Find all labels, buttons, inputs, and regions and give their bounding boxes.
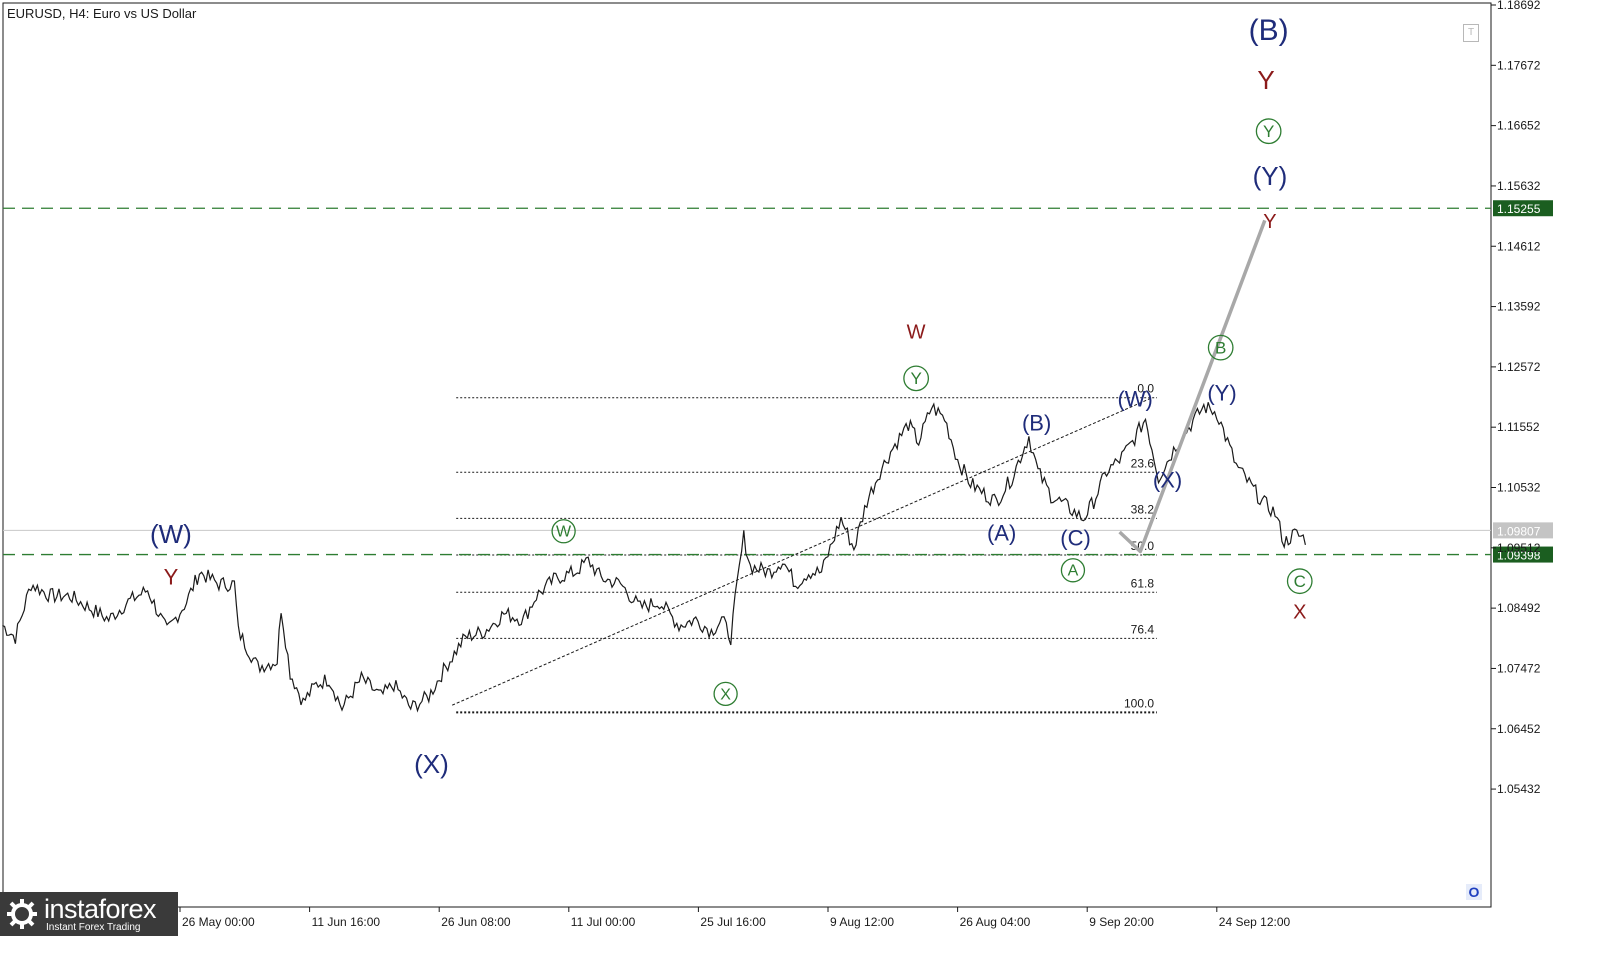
- zoom-toggle-button[interactable]: O: [1466, 884, 1482, 900]
- price-badge: [1493, 522, 1553, 539]
- x-tick-label: 26 May 00:00: [182, 915, 255, 929]
- y-tick-label: 1.11552: [1497, 420, 1540, 434]
- y-tick-label: 1.15632: [1497, 179, 1541, 193]
- y-tick-label: 1.12572: [1497, 360, 1541, 374]
- fib-level-label: 61.8: [1131, 576, 1155, 590]
- y-axis: 1.18692 1.17672 1.16652 1.15632 1.14612 1.135…: [1491, 0, 1541, 796]
- y-tick-label: 1.14612: [1497, 239, 1541, 253]
- wave-label: (B): [1249, 14, 1289, 47]
- x-tick-label: 26 Aug 04:00: [960, 915, 1031, 929]
- projection-path: [1118, 219, 1267, 554]
- y-tick-label: 1.17672: [1497, 58, 1541, 72]
- x-tick-label: 11 Jul 00:00: [571, 915, 636, 929]
- wave-label: (W): [1117, 387, 1152, 412]
- y-tick-label: 1.09512: [1497, 541, 1541, 555]
- wave-label-circle: [1255, 118, 1282, 145]
- wave-label: (A): [987, 520, 1016, 545]
- wave-label: W: [907, 322, 926, 344]
- price-badge: [1493, 546, 1553, 563]
- y-tick-label: 1.07472: [1497, 661, 1541, 675]
- x-tick-label: 26 Jun 08:00: [441, 915, 511, 929]
- wave-label-circle: [1060, 558, 1086, 583]
- chart-corner-button[interactable]: T: [1463, 24, 1479, 42]
- price-line: [2, 402, 1306, 713]
- price-badge: [1493, 200, 1553, 217]
- y-tick-label: 1.10532: [1497, 481, 1541, 495]
- wave-label: (B): [1022, 410, 1051, 435]
- wave-label: Y: [910, 369, 921, 388]
- y-tick-label: 1.13592: [1497, 300, 1541, 314]
- trend-line: [451, 397, 1153, 706]
- wave-label: (X): [1153, 468, 1182, 493]
- logo-tagline: Instant Forex Trading: [46, 922, 141, 933]
- wave-label-circle: [713, 681, 738, 707]
- wave-label: A: [1068, 563, 1079, 580]
- wave-label: B: [1215, 338, 1226, 357]
- price-badge-label: 1.09807: [1497, 524, 1541, 538]
- wave-label: Y: [1257, 65, 1274, 95]
- wave-label: W: [556, 524, 572, 541]
- gear-logo-icon: [7, 899, 37, 929]
- brand-logo: instaforex Instant Forex Trading: [0, 892, 178, 936]
- x-tick-label: 25 Jul 16:00: [700, 915, 766, 929]
- y-tick-label: 1.08492: [1497, 601, 1541, 615]
- fib-level-label: 100.0: [1124, 696, 1154, 710]
- wave-label: Y: [164, 565, 179, 590]
- wave-label-circle: [551, 519, 576, 544]
- wave-label: X: [1293, 601, 1306, 623]
- wave-label: (Y): [1207, 381, 1236, 406]
- price-badge-label: 1.09398: [1497, 549, 1541, 563]
- wave-label: (C): [1060, 526, 1091, 551]
- y-tick-label: 1.16652: [1497, 119, 1541, 133]
- y-tick-label: 1.18692: [1497, 0, 1541, 12]
- price-series: [2, 402, 1306, 713]
- logo-name: instaforex: [44, 894, 157, 924]
- wave-label: (Y): [1253, 161, 1288, 191]
- x-axis: 26 May 00:00 11 Jun 16:00 26 Jun 08:00 11 J…: [179, 907, 1291, 929]
- guide-lines: 1.15255 1.09807 1.09398: [3, 200, 1553, 563]
- wave-labels: (B) Y Y (Y) Y (W) Y (X) W X W Y (B) (A) (C) A (W) (X) B (Y)…: [150, 14, 1313, 779]
- x-tick-label: 9 Aug 12:00: [830, 915, 894, 929]
- x-tick-label: 9 Sep 20:00: [1089, 915, 1154, 929]
- x-tick-label: 11 Jun 16:00: [312, 915, 381, 929]
- wave-label-circle: [1286, 568, 1313, 595]
- fib-level-label: 0.0: [1137, 382, 1154, 396]
- y-tick-label: 1.06452: [1497, 722, 1541, 736]
- fib-level-label: 76.4: [1131, 622, 1155, 636]
- wave-label: Y: [1263, 122, 1274, 141]
- price-badge-label: 1.15255: [1497, 202, 1541, 216]
- wave-label: (X): [414, 749, 449, 779]
- y-tick-label: 1.05432: [1497, 782, 1541, 796]
- wave-label: X: [720, 686, 731, 703]
- x-tick-label: 24 Sep 12:00: [1219, 915, 1291, 929]
- wave-label: Y: [1263, 211, 1276, 233]
- fib-level-label: 38.2: [1131, 502, 1155, 516]
- wave-label: (W): [150, 519, 192, 549]
- projection-line: [1118, 219, 1267, 554]
- wave-label-circle: [1207, 334, 1234, 361]
- wave-label-circle: [903, 365, 930, 392]
- fib-level-label: 23.6: [1131, 456, 1155, 470]
- plot-frame: [2, 2, 1492, 908]
- chart-title: EURUSD, H4: Euro vs US Dollar: [7, 6, 197, 21]
- wave-label: C: [1294, 572, 1306, 591]
